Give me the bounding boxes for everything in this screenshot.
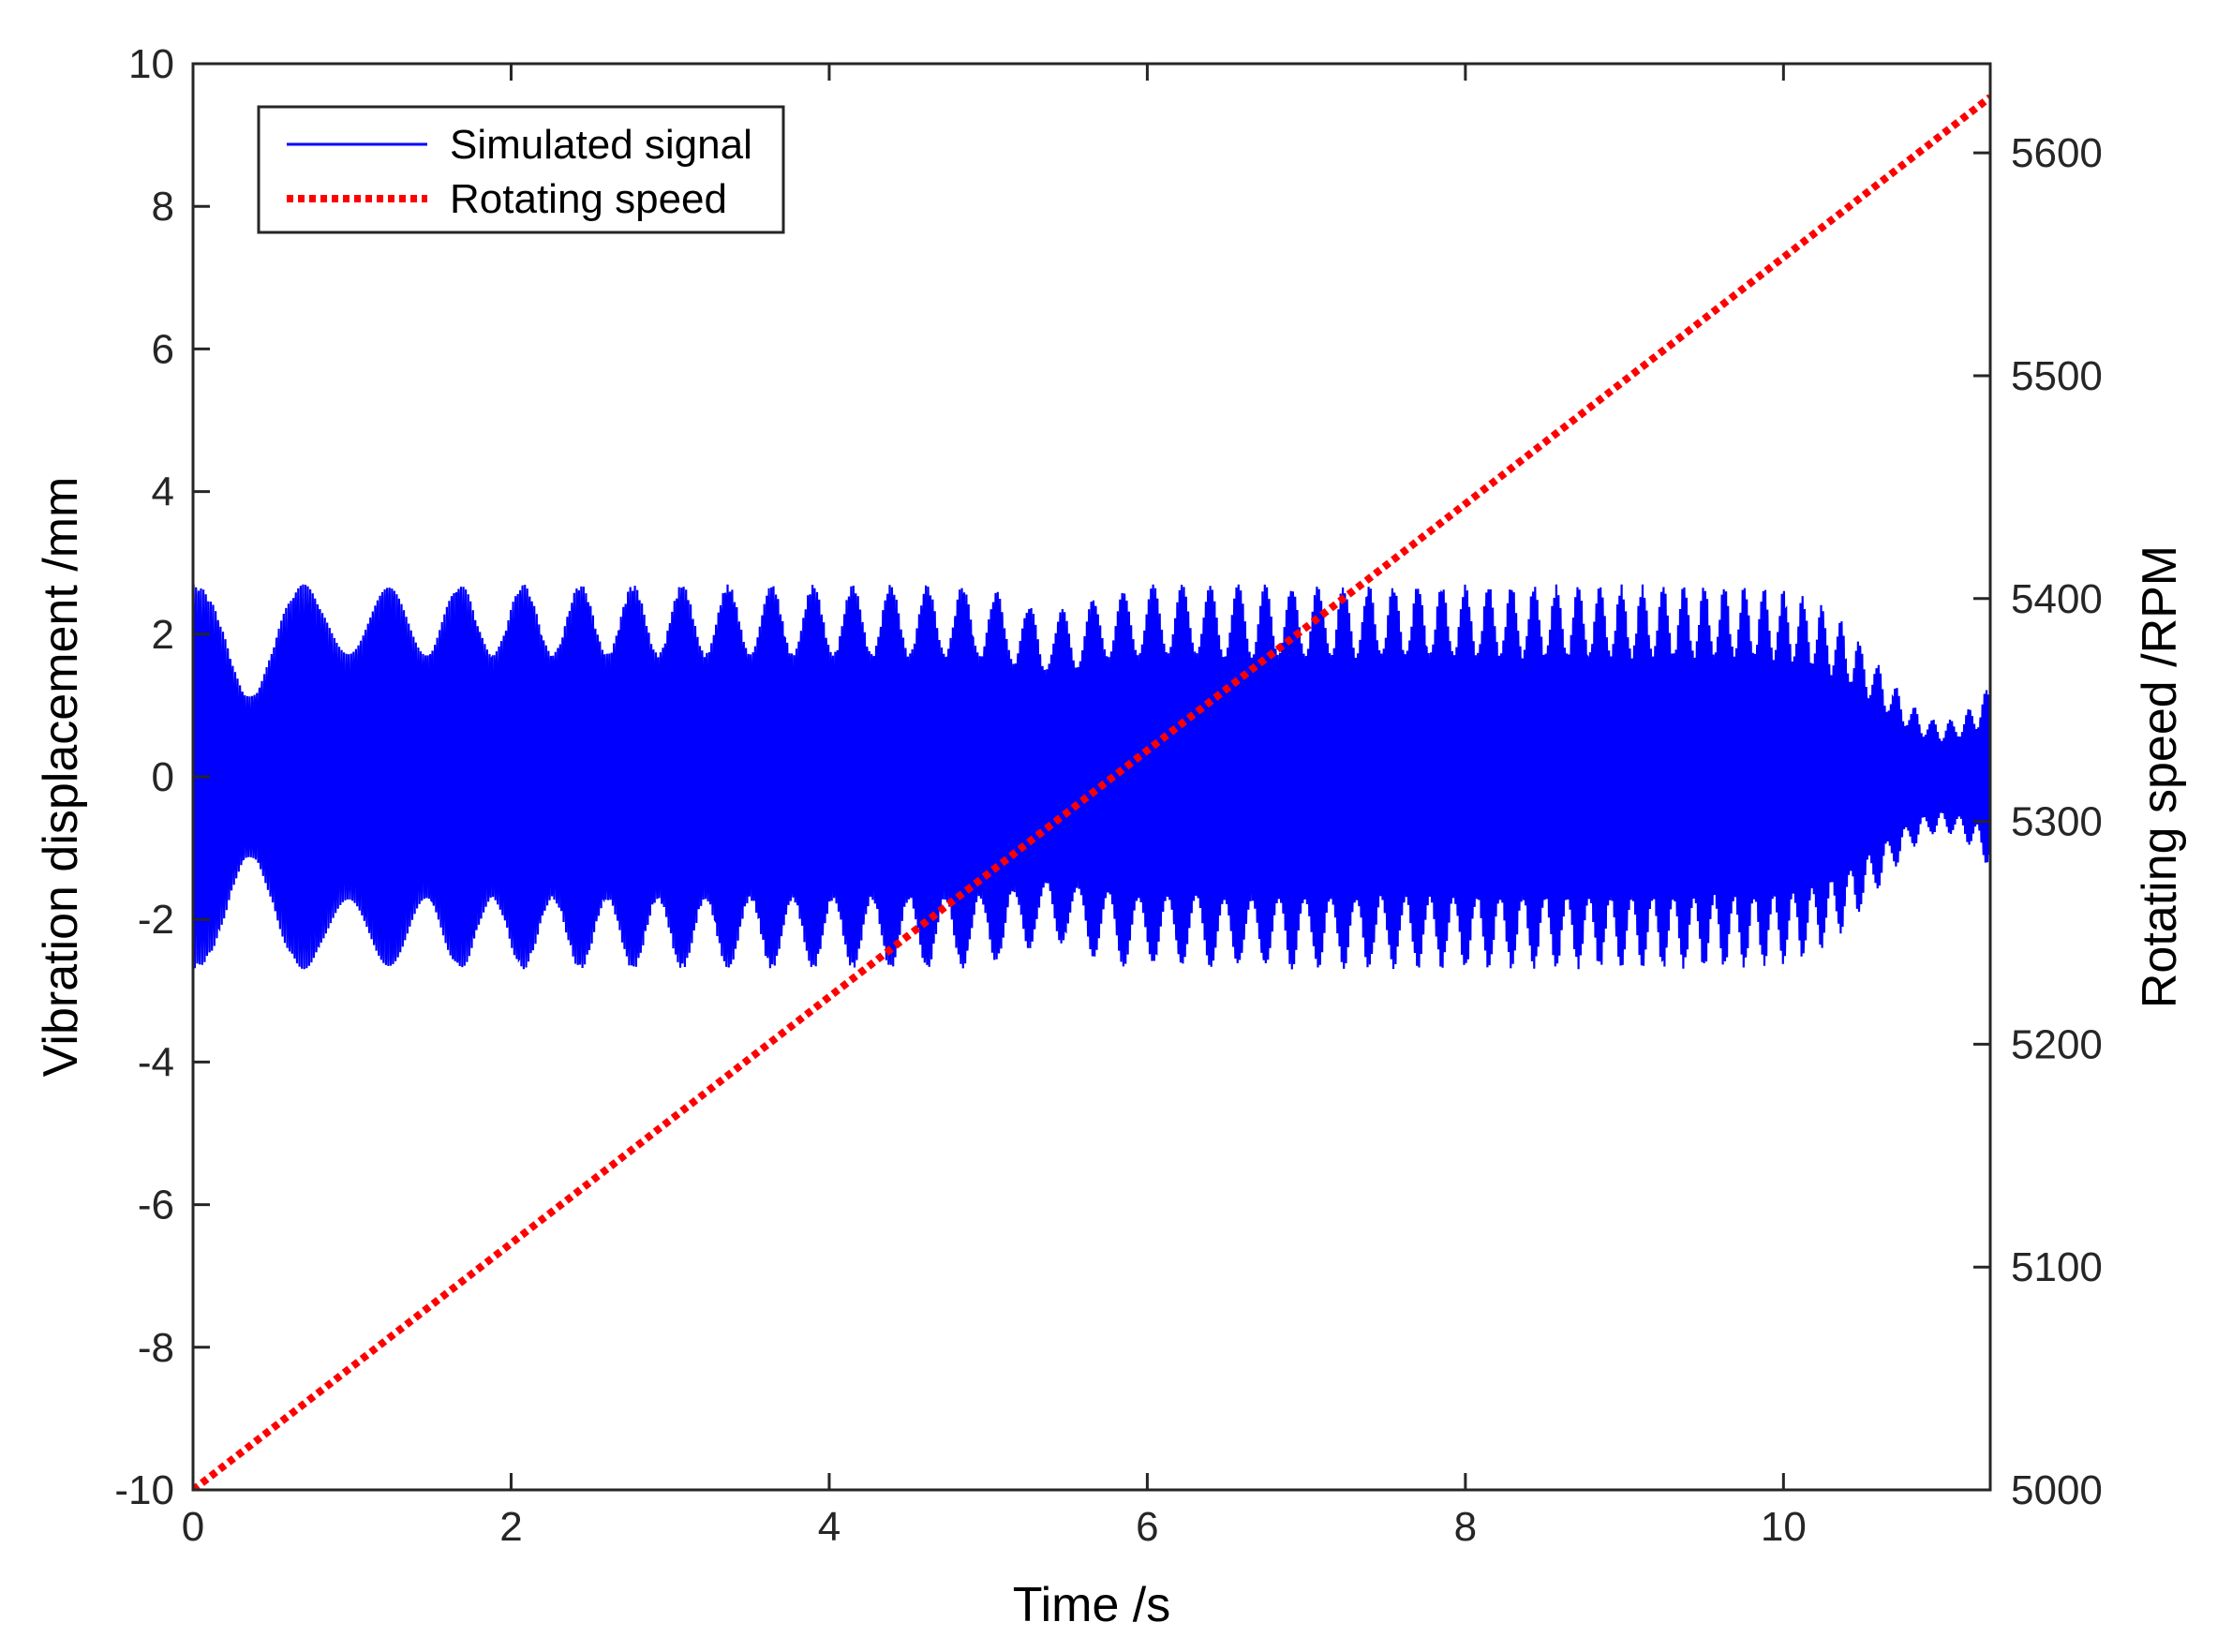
y-right-tick-label: 5600 <box>2011 130 2103 176</box>
y-left-tick-label: 4 <box>152 469 174 515</box>
y-left-tick-label: 6 <box>152 326 174 372</box>
y-right-tick-label: 5000 <box>2011 1467 2103 1513</box>
y-left-tick-label: 8 <box>152 184 174 230</box>
y-left-tick-label: -10 <box>114 1467 174 1513</box>
y-left-tick-label: 0 <box>152 754 174 800</box>
x-tick-label: 10 <box>1761 1504 1807 1550</box>
y-left-axis-ticks: -10 -8 -6 -4 -2 0 2 4 6 8 10 <box>114 41 210 1513</box>
y-right-axis-title: Rotating speed /RPM <box>2133 545 2187 1008</box>
x-tick-label: 0 <box>182 1504 204 1550</box>
y-right-tick-label: 5100 <box>2011 1244 2103 1290</box>
simulated-signal-series <box>193 584 1990 970</box>
y-right-tick-label: 5200 <box>2011 1021 2103 1067</box>
y-left-tick-label: -8 <box>138 1325 174 1371</box>
y-left-tick-label: 10 <box>128 41 174 87</box>
rotating-speed-series <box>193 94 1990 1490</box>
y-left-axis-title: Vibration displacement /mm <box>34 477 88 1078</box>
legend-label-simulated-signal: Simulated signal <box>450 122 752 168</box>
x-tick-label: 4 <box>818 1504 841 1550</box>
y-right-tick-label: 5400 <box>2011 576 2103 622</box>
y-left-tick-label: -2 <box>138 897 174 943</box>
simulated-signal-line <box>193 584 1990 970</box>
y-left-tick-label: -4 <box>138 1039 174 1085</box>
y-right-axis-ticks: 5000 5100 5200 5300 5400 5500 5600 <box>1973 130 2103 1513</box>
legend-label-rotating-speed: Rotating speed <box>450 176 727 222</box>
y-left-tick-label: -6 <box>138 1183 174 1228</box>
rotating-speed-line <box>193 94 1990 1490</box>
x-tick-label: 2 <box>499 1504 522 1550</box>
x-tick-label: 8 <box>1454 1504 1477 1550</box>
y-right-tick-label: 5300 <box>2011 799 2103 845</box>
legend-box <box>257 105 785 234</box>
legend: Simulated signal Rotating speed <box>257 105 785 234</box>
y-left-tick-label: 2 <box>152 612 174 658</box>
x-tick-label: 6 <box>1136 1504 1158 1550</box>
x-axis-title: Time /s <box>1013 1578 1171 1632</box>
y-right-tick-label: 5500 <box>2011 353 2103 399</box>
x-axis-ticks: 0 2 4 6 8 10 <box>182 64 1807 1550</box>
